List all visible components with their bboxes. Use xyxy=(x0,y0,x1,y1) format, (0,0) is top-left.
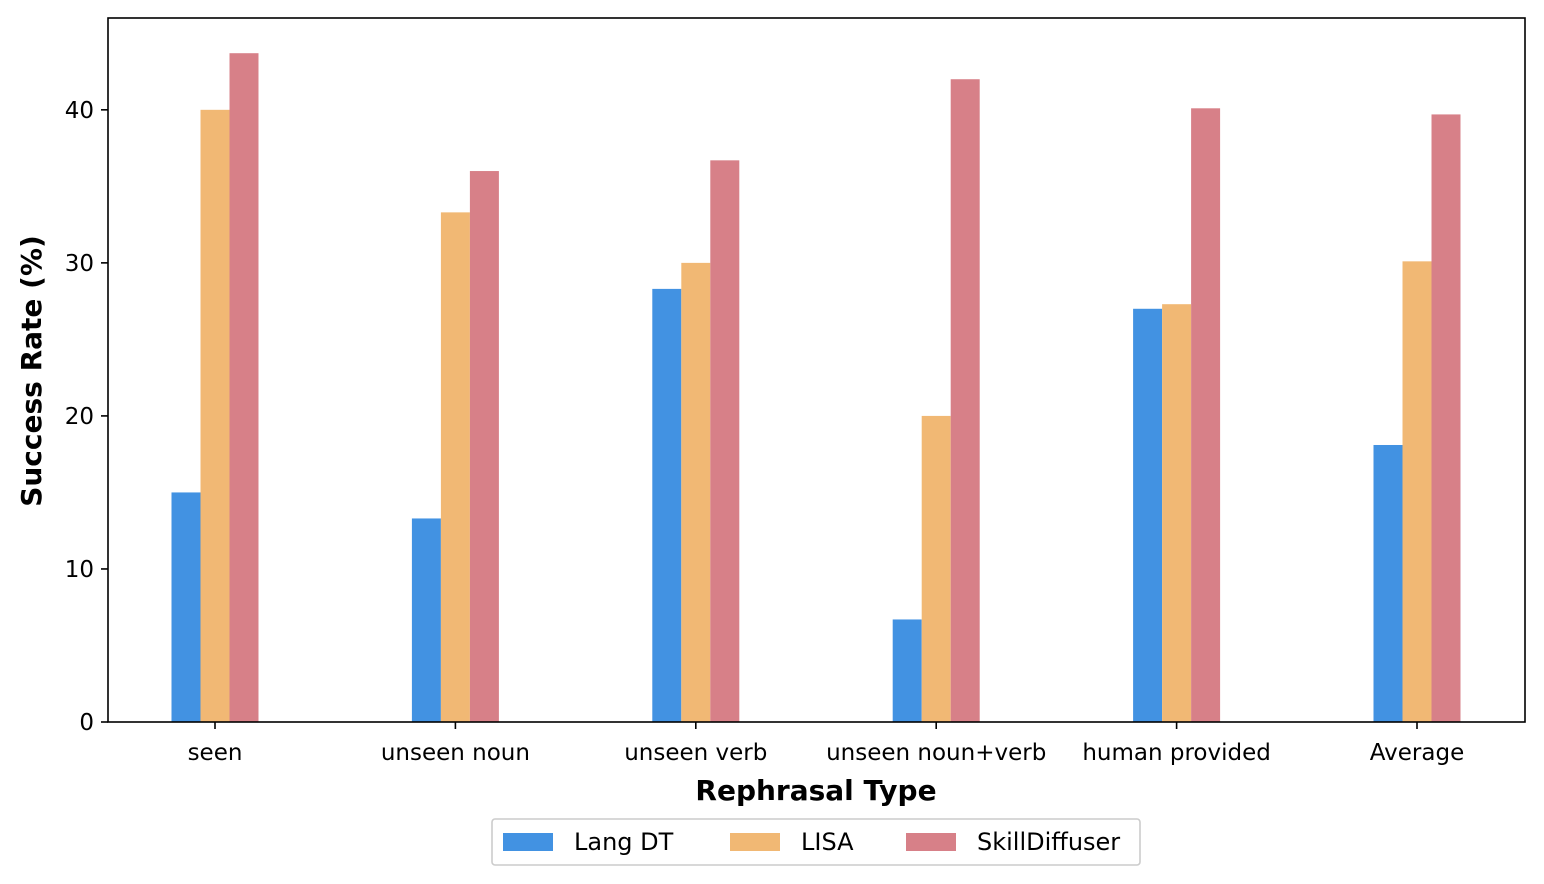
bar xyxy=(440,212,470,722)
x-tick-label: unseen verb xyxy=(624,740,767,766)
bar xyxy=(1402,261,1432,722)
x-tick-label: seen xyxy=(188,740,243,766)
x-tick-label: unseen noun xyxy=(381,740,530,766)
bar xyxy=(1431,114,1461,723)
bar xyxy=(710,160,740,722)
y-tick-label: 0 xyxy=(79,710,94,736)
bar xyxy=(171,492,201,722)
bar xyxy=(411,518,441,722)
legend-swatch xyxy=(906,833,956,851)
bars-layer xyxy=(171,53,1461,723)
legend-swatch xyxy=(503,833,553,851)
bar xyxy=(1162,304,1192,722)
bar xyxy=(921,415,951,722)
bar xyxy=(1133,308,1163,722)
legend-box xyxy=(491,818,1141,866)
legend-label: Lang DT xyxy=(574,828,674,856)
bar xyxy=(652,288,682,722)
legend-label: LISA xyxy=(801,828,854,856)
plot-frame xyxy=(107,17,1526,723)
legend-label: SkillDiffuser xyxy=(977,828,1120,856)
bar xyxy=(681,262,711,722)
y-axis-title: Success Rate (%) xyxy=(15,235,48,507)
y-tick-label: 20 xyxy=(65,404,94,430)
bar xyxy=(1373,444,1403,722)
y-tick-label: 30 xyxy=(65,251,94,277)
bar xyxy=(892,619,922,722)
bar xyxy=(229,53,259,722)
x-tick-label: human provided xyxy=(1082,740,1271,766)
legend-swatch xyxy=(730,833,780,851)
x-tick-label: Average xyxy=(1370,740,1464,766)
legend: Lang DT LISA SkillDiffuser xyxy=(491,818,1141,866)
bar xyxy=(950,79,980,722)
bar xyxy=(1191,108,1221,722)
bar xyxy=(200,109,230,722)
x-tick-label: unseen noun+verb xyxy=(826,740,1046,766)
x-axis: seen unseen noun unseen verb unseen noun+ve… xyxy=(188,722,1464,766)
y-tick-label: 40 xyxy=(65,98,94,124)
y-tick-label: 10 xyxy=(65,557,94,583)
x-axis-title: Rephrasal Type xyxy=(695,774,936,807)
y-axis: 0 10 20 30 40 xyxy=(65,98,108,736)
bar xyxy=(469,171,499,723)
